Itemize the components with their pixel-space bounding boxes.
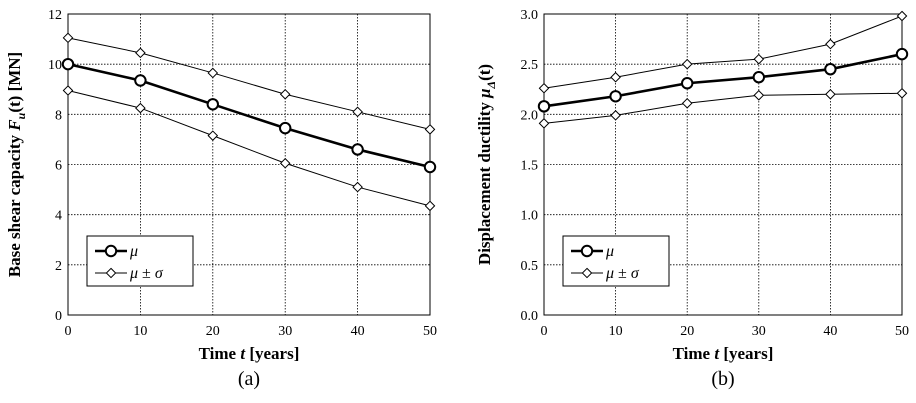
data-point-lower: [681, 97, 693, 109]
gridlines: [544, 14, 902, 315]
legend-label-band: μ ± σ: [129, 265, 164, 282]
x-axis-title: Time t [years]: [199, 344, 300, 363]
series-lower: [538, 87, 908, 129]
data-point-upper: [279, 88, 291, 100]
data-point-upper: [896, 10, 908, 22]
data-point-upper: [62, 32, 74, 44]
legend-marker-band: [105, 267, 117, 279]
series-mean: [61, 57, 437, 174]
y-tick-label: 8: [55, 108, 62, 123]
data-point-upper: [352, 106, 363, 118]
y-tick-label: 2: [55, 259, 62, 274]
x-tick-label: 30: [752, 324, 766, 339]
x-tick-label: 10: [133, 324, 147, 339]
legend-marker-band: [581, 267, 593, 279]
data-point-lower: [135, 102, 146, 114]
legend: μ μ ± σ: [86, 235, 194, 287]
data-point-mean: [537, 100, 551, 113]
data-point-mean: [895, 47, 909, 61]
data-point-lower: [279, 157, 291, 169]
data-point-upper: [753, 53, 765, 65]
y-tick-label: 10: [48, 58, 62, 73]
panel-label: (a): [238, 368, 260, 390]
y-tick-label: 0.5: [521, 259, 539, 274]
panel-a: 0 10 20 30 40 50 0 2 4 6 8 10 12 Time t [years] Base s…: [5, 8, 437, 390]
series-upper: [62, 32, 436, 135]
legend-marker-mean: [104, 244, 118, 258]
y-tick-label: 2.0: [521, 108, 539, 123]
plot-frame: [543, 13, 903, 316]
series-line-mean: [543, 52, 903, 108]
data-point-upper: [610, 71, 621, 83]
data-point-lower: [753, 89, 765, 101]
series-mean: [537, 47, 909, 113]
legend-label-mean: μ: [605, 243, 614, 260]
data-point-upper: [681, 58, 693, 70]
series-line-lower: [543, 92, 903, 124]
series-lower: [62, 85, 436, 212]
data-point-upper: [538, 82, 550, 94]
y-axis-title: Displacement ductility μΔ(t): [475, 64, 498, 265]
y-axis-title: Base shear capacity Fu(t) [MN]: [5, 52, 28, 277]
data-point-lower: [610, 110, 621, 121]
x-tick-label: 50: [423, 324, 437, 339]
y-tick-label: 0.0: [521, 309, 539, 324]
y-tick-label: 1.5: [521, 159, 539, 174]
series-line-upper: [543, 15, 903, 89]
x-tick-label: 30: [278, 324, 292, 339]
y-tick-label: 3.0: [521, 8, 539, 23]
data-point-lower: [62, 85, 74, 96]
data-point-mean: [681, 77, 694, 90]
legend-label-mean: μ: [129, 243, 138, 260]
data-point-upper: [207, 67, 219, 79]
data-point-mean: [279, 121, 292, 135]
x-tick-label: 40: [823, 324, 837, 339]
data-point-mean: [824, 62, 837, 76]
data-point-upper: [825, 38, 836, 50]
x-axis-title: Time t [years]: [673, 344, 774, 363]
data-point-upper: [424, 124, 436, 135]
data-point-upper: [135, 47, 146, 59]
x-tick-label: 50: [895, 324, 909, 339]
y-tick-label: 4: [55, 209, 62, 224]
legend-label-band: μ ± σ: [605, 265, 640, 282]
data-point-mean: [609, 90, 622, 103]
data-point-mean: [134, 74, 147, 87]
x-tick-label: 0: [541, 324, 548, 339]
legend: μ μ ± σ: [562, 235, 670, 287]
data-point-mean: [351, 143, 364, 156]
y-tick-label: 6: [55, 159, 62, 174]
x-tick-label: 40: [351, 324, 365, 339]
data-point-mean: [752, 71, 765, 84]
data-point-lower: [538, 118, 550, 129]
data-point-mean: [423, 160, 437, 174]
data-point-lower: [352, 181, 363, 193]
x-tick-label: 10: [609, 324, 623, 339]
panel-b: 0 10 20 30 40 50 0.0 0.5 1.0 1.5 2.0 2.5 3.0 Time t […: [475, 8, 909, 390]
data-point-lower: [896, 87, 908, 99]
legend-box: [562, 235, 670, 287]
x-tick-label: 0: [65, 324, 72, 339]
data-point-mean: [61, 57, 75, 71]
y-tick-label: 1.0: [521, 209, 539, 224]
y-tick-label: 0: [55, 309, 62, 324]
legend-box: [86, 235, 194, 287]
legend-marker-mean: [580, 244, 594, 258]
series-line-upper: [67, 37, 431, 130]
y-tick-label: 2.5: [521, 58, 539, 73]
x-tick-label: 20: [206, 324, 220, 339]
data-point-lower: [424, 200, 436, 212]
series-upper: [538, 10, 908, 94]
series-line-lower: [67, 90, 431, 207]
x-tick-label: 20: [680, 324, 694, 339]
y-tick-label: 12: [48, 8, 62, 23]
data-point-lower: [825, 88, 836, 100]
data-point-lower: [207, 130, 219, 141]
panel-label: (b): [711, 368, 734, 390]
series-line-mean: [67, 62, 431, 169]
data-point-mean: [206, 98, 220, 111]
